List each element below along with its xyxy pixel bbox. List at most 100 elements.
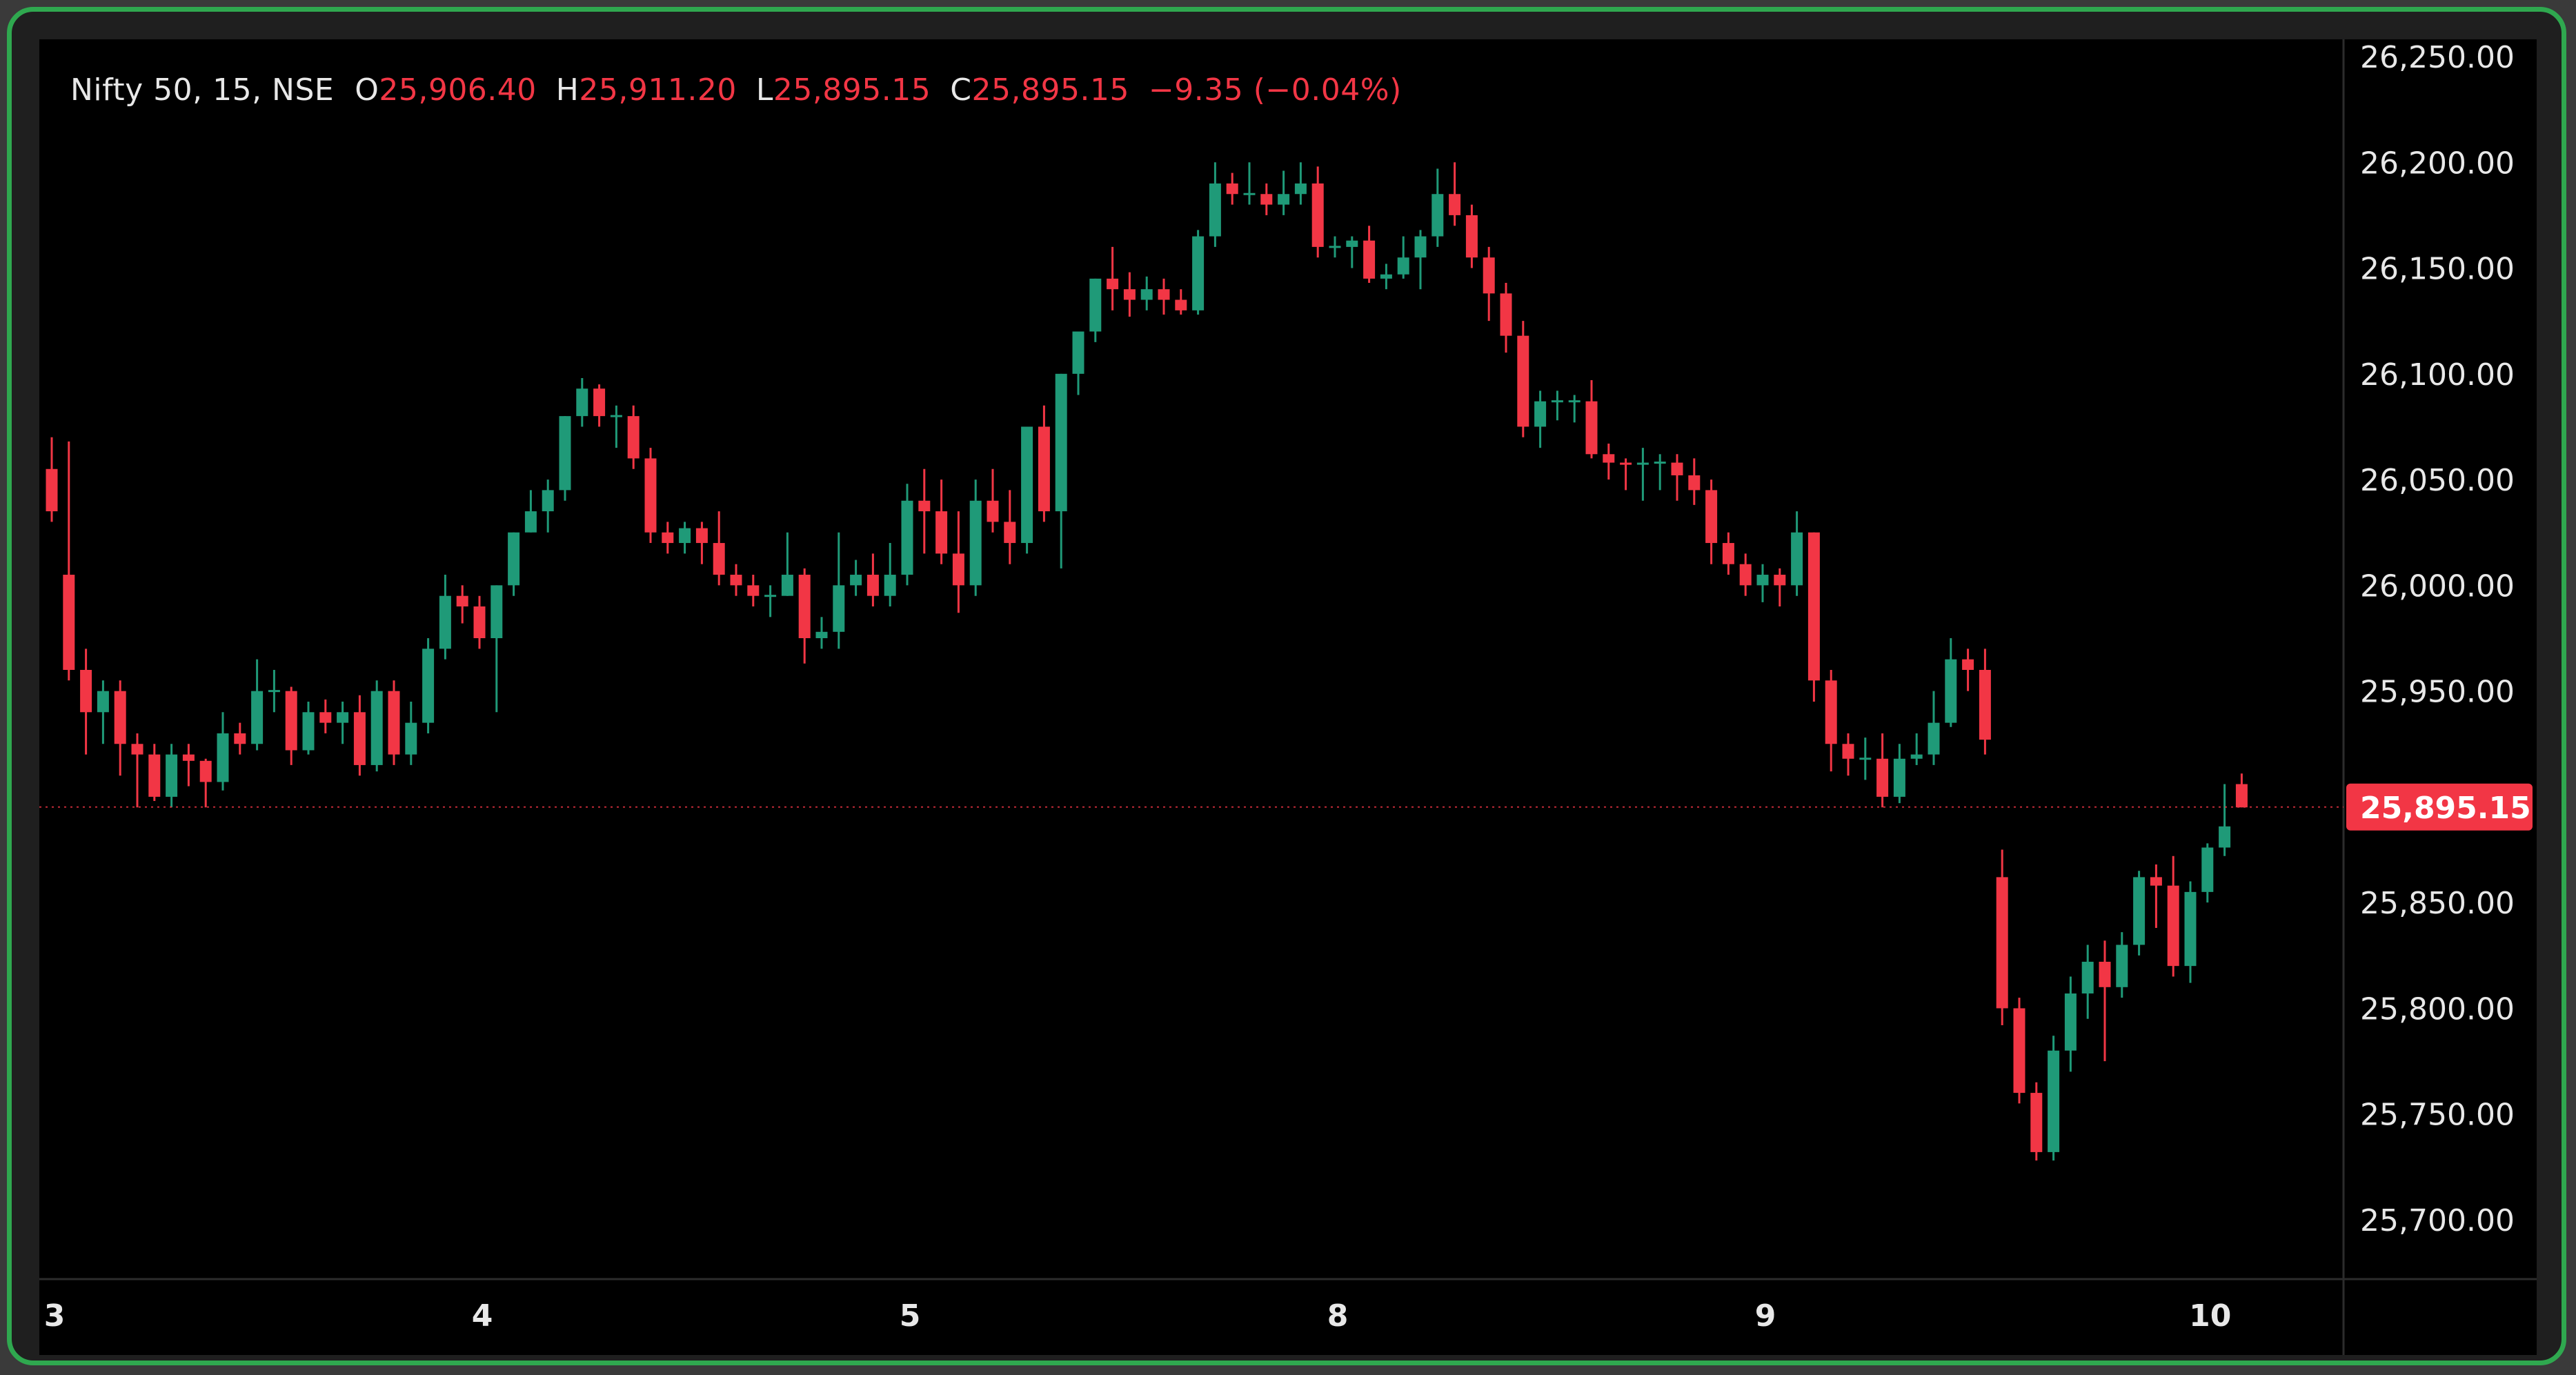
candle[interactable]	[251, 659, 264, 751]
candle[interactable]	[508, 532, 520, 596]
candle[interactable]	[337, 701, 349, 744]
candle[interactable]	[388, 680, 400, 765]
candle[interactable]	[2167, 855, 2179, 977]
candle[interactable]	[199, 758, 212, 808]
candle[interactable]	[559, 416, 571, 501]
candle[interactable]	[1431, 168, 1444, 247]
candle[interactable]	[798, 568, 811, 664]
candle[interactable]	[1585, 380, 1598, 459]
candle[interactable]	[1654, 454, 1666, 491]
candle[interactable]	[2030, 1082, 2043, 1161]
candle[interactable]	[1209, 162, 1221, 247]
candle[interactable]	[1021, 426, 1033, 554]
candle[interactable]	[850, 560, 862, 596]
candle[interactable]	[217, 712, 229, 791]
candle[interactable]	[370, 680, 383, 772]
candle[interactable]	[1688, 458, 1701, 505]
candle[interactable]	[148, 744, 161, 802]
candle[interactable]	[1380, 264, 1392, 290]
candle[interactable]	[901, 484, 913, 586]
candle[interactable]	[1945, 638, 1957, 727]
candle[interactable]	[285, 686, 297, 765]
candle[interactable]	[2219, 784, 2231, 856]
candle[interactable]	[593, 384, 606, 427]
candle[interactable]	[439, 575, 451, 660]
candle[interactable]	[952, 511, 964, 613]
candle[interactable]	[1123, 272, 1136, 317]
candle[interactable]	[2150, 864, 2162, 928]
candle[interactable]	[747, 575, 760, 607]
candle[interactable]	[1756, 564, 1769, 602]
candle[interactable]	[2013, 998, 2025, 1104]
candle[interactable]	[2184, 881, 2197, 983]
candle[interactable]	[1072, 331, 1084, 395]
candle[interactable]	[2201, 843, 2214, 903]
candle[interactable]	[1363, 226, 1376, 284]
candle[interactable]	[833, 532, 845, 649]
candle[interactable]	[1568, 395, 1581, 423]
candle[interactable]	[2081, 944, 2094, 1019]
candle[interactable]	[542, 479, 554, 533]
candle[interactable]	[1192, 230, 1205, 315]
candle[interactable]	[1928, 691, 1940, 765]
candle[interactable]	[319, 699, 332, 733]
candle[interactable]	[2064, 976, 2077, 1072]
candle[interactable]	[1842, 733, 1854, 776]
candlestick-chart[interactable]: 26,250.00 26,200.00 26,150.00 26,100.00 26,0…	[12, 12, 2562, 1361]
candle[interactable]	[1055, 373, 1067, 568]
candle[interactable]	[884, 543, 896, 607]
candle[interactable]	[1876, 733, 1889, 808]
candle[interactable]	[1517, 321, 1529, 437]
candle[interactable]	[166, 744, 178, 808]
candle[interactable]	[97, 680, 109, 744]
candle[interactable]	[1722, 532, 1734, 575]
candle[interactable]	[1893, 744, 1905, 804]
candle[interactable]	[405, 701, 417, 765]
candle[interactable]	[1175, 289, 1187, 315]
candle[interactable]	[1294, 162, 1307, 205]
candle[interactable]	[1671, 454, 1683, 501]
candle[interactable]	[2235, 773, 2248, 808]
candle[interactable]	[268, 669, 280, 713]
candle[interactable]	[1979, 649, 1991, 755]
candle[interactable]	[627, 405, 640, 469]
candle[interactable]	[662, 522, 674, 554]
candle[interactable]	[695, 522, 708, 564]
candle[interactable]	[1791, 511, 1803, 596]
candle[interactable]	[866, 553, 879, 607]
candle[interactable]	[713, 511, 725, 586]
candle[interactable]	[1004, 490, 1016, 564]
candle[interactable]	[1739, 553, 1752, 596]
candle[interactable]	[1603, 443, 1615, 480]
candle[interactable]	[918, 468, 931, 554]
candle[interactable]	[1996, 849, 2008, 1025]
candle[interactable]	[1038, 405, 1050, 522]
candle[interactable]	[1551, 390, 1563, 421]
candle[interactable]	[46, 437, 58, 522]
candle[interactable]	[63, 441, 75, 681]
candle[interactable]	[1465, 204, 1478, 268]
candle[interactable]	[1910, 733, 1923, 765]
candle[interactable]	[234, 722, 246, 755]
candle[interactable]	[987, 468, 999, 533]
candle[interactable]	[2133, 871, 2146, 956]
candle[interactable]	[1705, 479, 1718, 564]
candle[interactable]	[353, 695, 366, 776]
candle[interactable]	[1500, 283, 1512, 353]
candle[interactable]	[2099, 940, 2111, 1062]
candle[interactable]	[1807, 532, 1820, 702]
candle[interactable]	[610, 405, 622, 448]
candle[interactable]	[524, 490, 537, 533]
candle[interactable]	[1859, 738, 1872, 780]
candle[interactable]	[1278, 170, 1290, 215]
candle[interactable]	[2048, 1036, 2060, 1161]
candle[interactable]	[2116, 932, 2128, 998]
candle[interactable]	[1483, 246, 1495, 322]
candle[interactable]	[473, 595, 486, 649]
candle[interactable]	[80, 649, 92, 755]
candle[interactable]	[1962, 649, 1974, 691]
candle[interactable]	[1620, 458, 1632, 491]
candle[interactable]	[1107, 246, 1119, 310]
candle[interactable]	[644, 448, 657, 544]
candle[interactable]	[576, 377, 588, 427]
